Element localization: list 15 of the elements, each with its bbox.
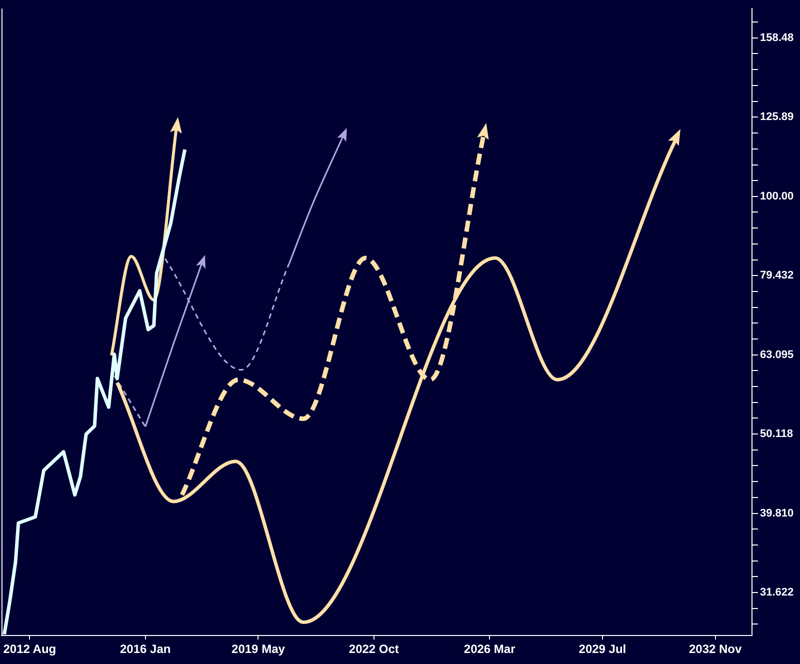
x-tick-label: 2016 Jan <box>120 642 171 656</box>
y-tick-label: 50.118 <box>760 428 794 440</box>
y-tick-label: 31.622 <box>760 586 794 599</box>
y-tick-label: 79.432 <box>760 270 794 282</box>
y-tick-label: 125.89 <box>760 111 794 124</box>
x-tick-label: 2029 Jul <box>578 642 626 656</box>
y-tick-label: 158.48 <box>760 32 794 44</box>
y-tick-label: 39.810 <box>760 507 794 520</box>
x-tick-label: 2022 Oct <box>348 642 399 656</box>
x-tick-label: 2032 Nov <box>688 642 742 656</box>
y-tick-label: 63.095 <box>760 348 794 361</box>
x-tick-label: 2012 Aug <box>3 642 56 656</box>
x-tick-label: 2026 Mar <box>464 642 516 656</box>
x-tick-label: 2019 May <box>232 642 286 656</box>
y-tick-label: 100.00 <box>760 190 794 202</box>
